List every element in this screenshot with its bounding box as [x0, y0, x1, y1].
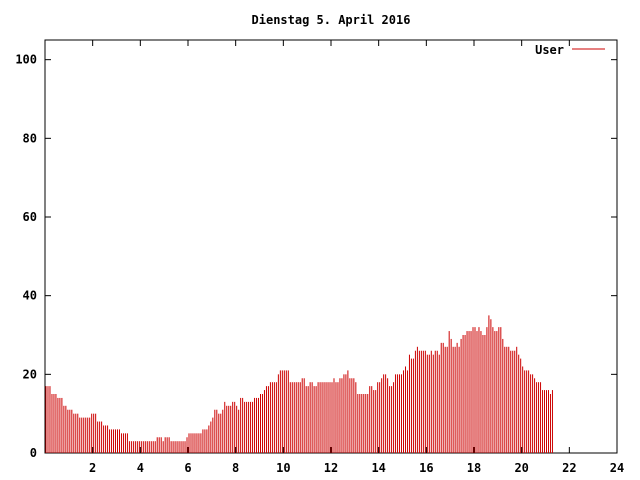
- x-tick-label: 8: [232, 461, 239, 475]
- x-axis: 2 4 6 8 10 12 14 16 18 20 22 24: [89, 40, 624, 475]
- x-tick-label: 22: [562, 461, 576, 475]
- x-tick-label: 24: [610, 461, 624, 475]
- x-tick-label: 20: [514, 461, 528, 475]
- legend-label-user: User: [535, 43, 564, 57]
- x-tick-label: 18: [467, 461, 481, 475]
- x-tick-label: 12: [324, 461, 338, 475]
- y-axis: 0 20 40 60 80 100: [15, 53, 617, 460]
- y-tick-label: 40: [23, 289, 37, 303]
- bar-series-user: [45, 315, 553, 453]
- x-tick-label: 14: [371, 461, 385, 475]
- y-tick-label: 20: [23, 367, 37, 381]
- x-tick-label: 2: [89, 461, 96, 475]
- y-tick-label: 80: [23, 131, 37, 145]
- chart-title: Dienstag 5. April 2016: [252, 13, 411, 27]
- x-tick-label: 16: [419, 461, 433, 475]
- y-tick-label: 100: [15, 53, 37, 67]
- x-tick-label: 10: [276, 461, 290, 475]
- x-tick-label: 6: [184, 461, 191, 475]
- y-tick-label: 60: [23, 210, 37, 224]
- plot-frame: [44, 39, 618, 454]
- legend: User: [535, 43, 605, 57]
- x-tick-label: 4: [137, 461, 144, 475]
- y-tick-label: 0: [30, 446, 37, 460]
